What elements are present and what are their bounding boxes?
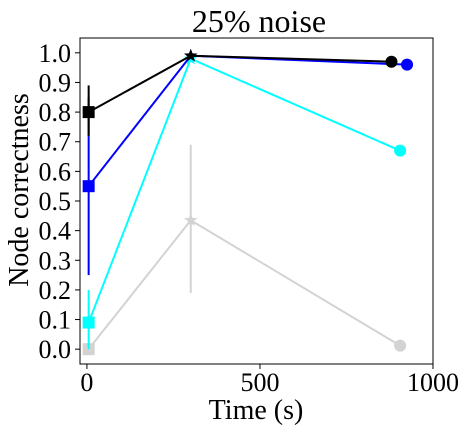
- data-point-square: [82, 180, 95, 193]
- series-0: [82, 144, 407, 356]
- data-point-circle: [385, 55, 398, 68]
- x-axis-label: Time (s): [209, 395, 304, 426]
- series-line: [87, 57, 401, 323]
- x-tick-label: 0: [80, 368, 93, 397]
- data-point-circle: [394, 144, 407, 157]
- y-tick-label: 0.5: [39, 187, 72, 216]
- y-tick-label: 0.1: [39, 306, 72, 335]
- y-tick-label: 0.9: [39, 68, 72, 97]
- y-tick-label: 0.7: [39, 128, 72, 157]
- series-3: [82, 48, 398, 136]
- series-line: [88, 54, 392, 113]
- data-point-circle: [401, 58, 414, 71]
- data-point-star: [184, 48, 198, 62]
- series-line: [87, 54, 408, 187]
- chart-title: 25% noise: [192, 3, 326, 39]
- y-tick-label: 0.0: [39, 335, 72, 364]
- y-tick-label: 0.8: [39, 98, 72, 127]
- x-tick-label: 1000: [407, 368, 459, 397]
- y-axis-label: Node correctness: [4, 93, 35, 287]
- data-point-square: [82, 106, 95, 119]
- x-tick-label: 500: [240, 368, 279, 397]
- y-tick-label: 0.3: [39, 246, 72, 275]
- y-tick-label: 0.2: [39, 276, 72, 305]
- data-point-circle: [394, 339, 407, 352]
- y-tick-label: 1.0: [39, 39, 72, 68]
- y-tick-label: 0.6: [39, 157, 72, 186]
- plot-area: [82, 48, 414, 356]
- data-point-square: [82, 316, 95, 329]
- axes: 0 500 1000 0.00.10.20.30.40.50.60.70.80.91.…: [39, 37, 459, 397]
- series-line: [87, 218, 401, 350]
- series-1: [82, 51, 407, 350]
- data-point-star: [184, 213, 198, 226]
- y-tick-label: 0.4: [39, 217, 72, 246]
